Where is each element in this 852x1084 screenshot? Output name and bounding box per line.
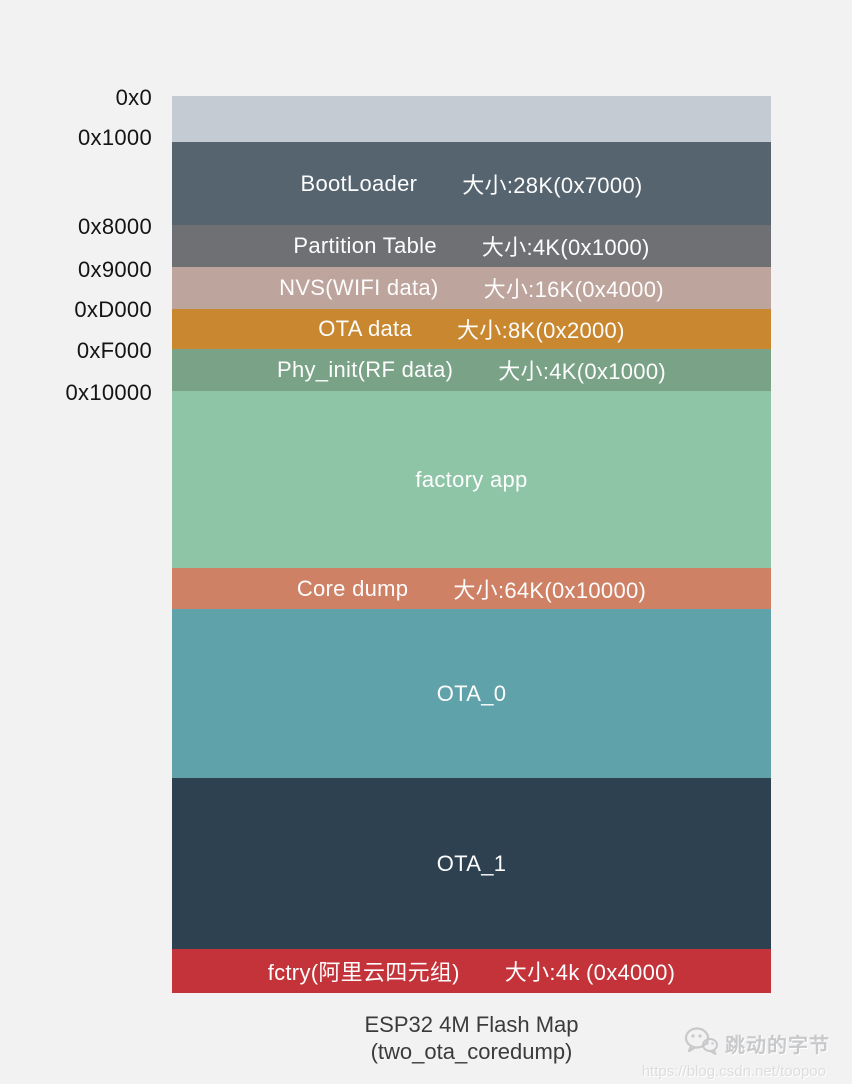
figure-subtitle: (two_ota_coredump) — [370, 1039, 573, 1064]
band-size: 大小:4k (0x4000) — [504, 960, 676, 985]
band-name: fctry(阿里云四元组) — [267, 960, 460, 985]
wechat-icon — [684, 1026, 718, 1061]
band-name: Phy_init(RF data) — [276, 357, 454, 382]
band-size: 大小:16K(0x4000) — [483, 277, 664, 302]
address-label-0x10000: 0x10000 — [65, 380, 152, 405]
band-ota-data: OTA data 大小:8K(0x2000) — [172, 309, 771, 349]
band-name: OTA data — [318, 316, 412, 341]
address-label-0x8000: 0x8000 — [78, 214, 152, 239]
band-size: 大小:28K(0x7000) — [462, 172, 643, 198]
address-label-0x1000: 0x1000 — [78, 125, 152, 150]
flash-map-diagram: BootLoader 大小:28K(0x7000) Partition Tabl… — [172, 96, 771, 993]
figure-title: ESP32 4M Flash Map — [364, 1012, 579, 1037]
band-name: OTA_0 — [436, 680, 507, 706]
address-label-0x9000: 0x9000 — [78, 257, 152, 282]
band-name: NVS(WIFI data) — [279, 275, 439, 300]
band-size: 大小:4K(0x1000) — [481, 235, 650, 260]
watermark-url: https://blog.csdn.net/toopoo — [641, 1063, 826, 1080]
band-ota0: OTA_0 — [172, 609, 771, 778]
address-label-0xF000: 0xF000 — [76, 338, 152, 363]
band-name: Partition Table — [293, 233, 437, 258]
band-name: OTA_1 — [436, 850, 507, 876]
band-ota1: OTA_1 — [172, 778, 771, 949]
watermark-brand: 跳动的字节 — [725, 1035, 830, 1057]
band-size: 大小:4K(0x1000) — [498, 359, 667, 384]
band-name: BootLoader — [300, 170, 418, 196]
address-label-0x0: 0x0 — [115, 85, 152, 110]
figure-caption: ESP32 4M Flash Map (two_ota_coredump) — [172, 1011, 771, 1065]
watermark: 跳动的字节 https://blog.csdn.net/toopoo — [590, 1026, 830, 1080]
band-size: 大小:64K(0x10000) — [453, 577, 647, 603]
band-bootloader: BootLoader 大小:28K(0x7000) — [172, 142, 771, 225]
band-fctry: fctry(阿里云四元组) 大小:4k (0x4000) — [172, 949, 771, 993]
band-nvs: NVS(WIFI data) 大小:16K(0x4000) — [172, 267, 771, 309]
band-name: factory app — [415, 466, 528, 492]
band-name: Core dump — [296, 575, 409, 601]
band-size: 大小:8K(0x2000) — [456, 318, 625, 343]
band-reserved — [172, 96, 771, 142]
band-phy-init: Phy_init(RF data) 大小:4K(0x1000) — [172, 349, 771, 391]
band-factory-app: factory app — [172, 391, 771, 568]
band-core-dump: Core dump 大小:64K(0x10000) — [172, 568, 771, 609]
address-label-0xD000: 0xD000 — [74, 297, 152, 322]
band-partition-table: Partition Table 大小:4K(0x1000) — [172, 225, 771, 267]
